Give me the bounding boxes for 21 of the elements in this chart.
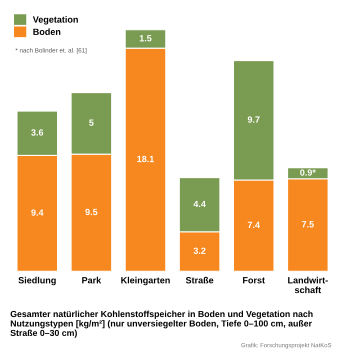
data-label: 3.2 (194, 248, 206, 254)
data-label: 9.5 (85, 208, 98, 216)
data-label: 7.5 (302, 221, 314, 228)
x-tick-label: Kleingarten (121, 276, 170, 286)
x-tick-label: Park (82, 276, 102, 284)
data-label: 5 (89, 120, 94, 126)
legend-label: Boden (33, 28, 60, 35)
data-label: 4.4 (193, 200, 206, 208)
data-label: 9.4 (31, 209, 44, 216)
x-tick-label: Landwirt- schaft (288, 276, 328, 294)
x-tick-label: Straße (186, 276, 214, 284)
data-label: 1.5 (140, 35, 152, 42)
x-tick-label: Forst (243, 277, 265, 284)
text: Gesamter natürlicher Kohlenstoffspeicher in Boden und Vegetation nach Nutzungstypen [kg/m²] (nur unversiegelter Boden, Tiefe 0–100 cm, außer Straße 0–30 cm) (10, 310, 313, 338)
data-label: 3.6 (31, 129, 44, 136)
data-label: 7.4 (248, 222, 260, 228)
data-label: 18.1 (137, 156, 154, 162)
x-tick-label: Siedlung (18, 276, 56, 286)
data-label: 9.7 (248, 116, 260, 123)
legend-label: Vegetation (32, 16, 78, 25)
data-label: 0.9* (300, 169, 316, 176)
